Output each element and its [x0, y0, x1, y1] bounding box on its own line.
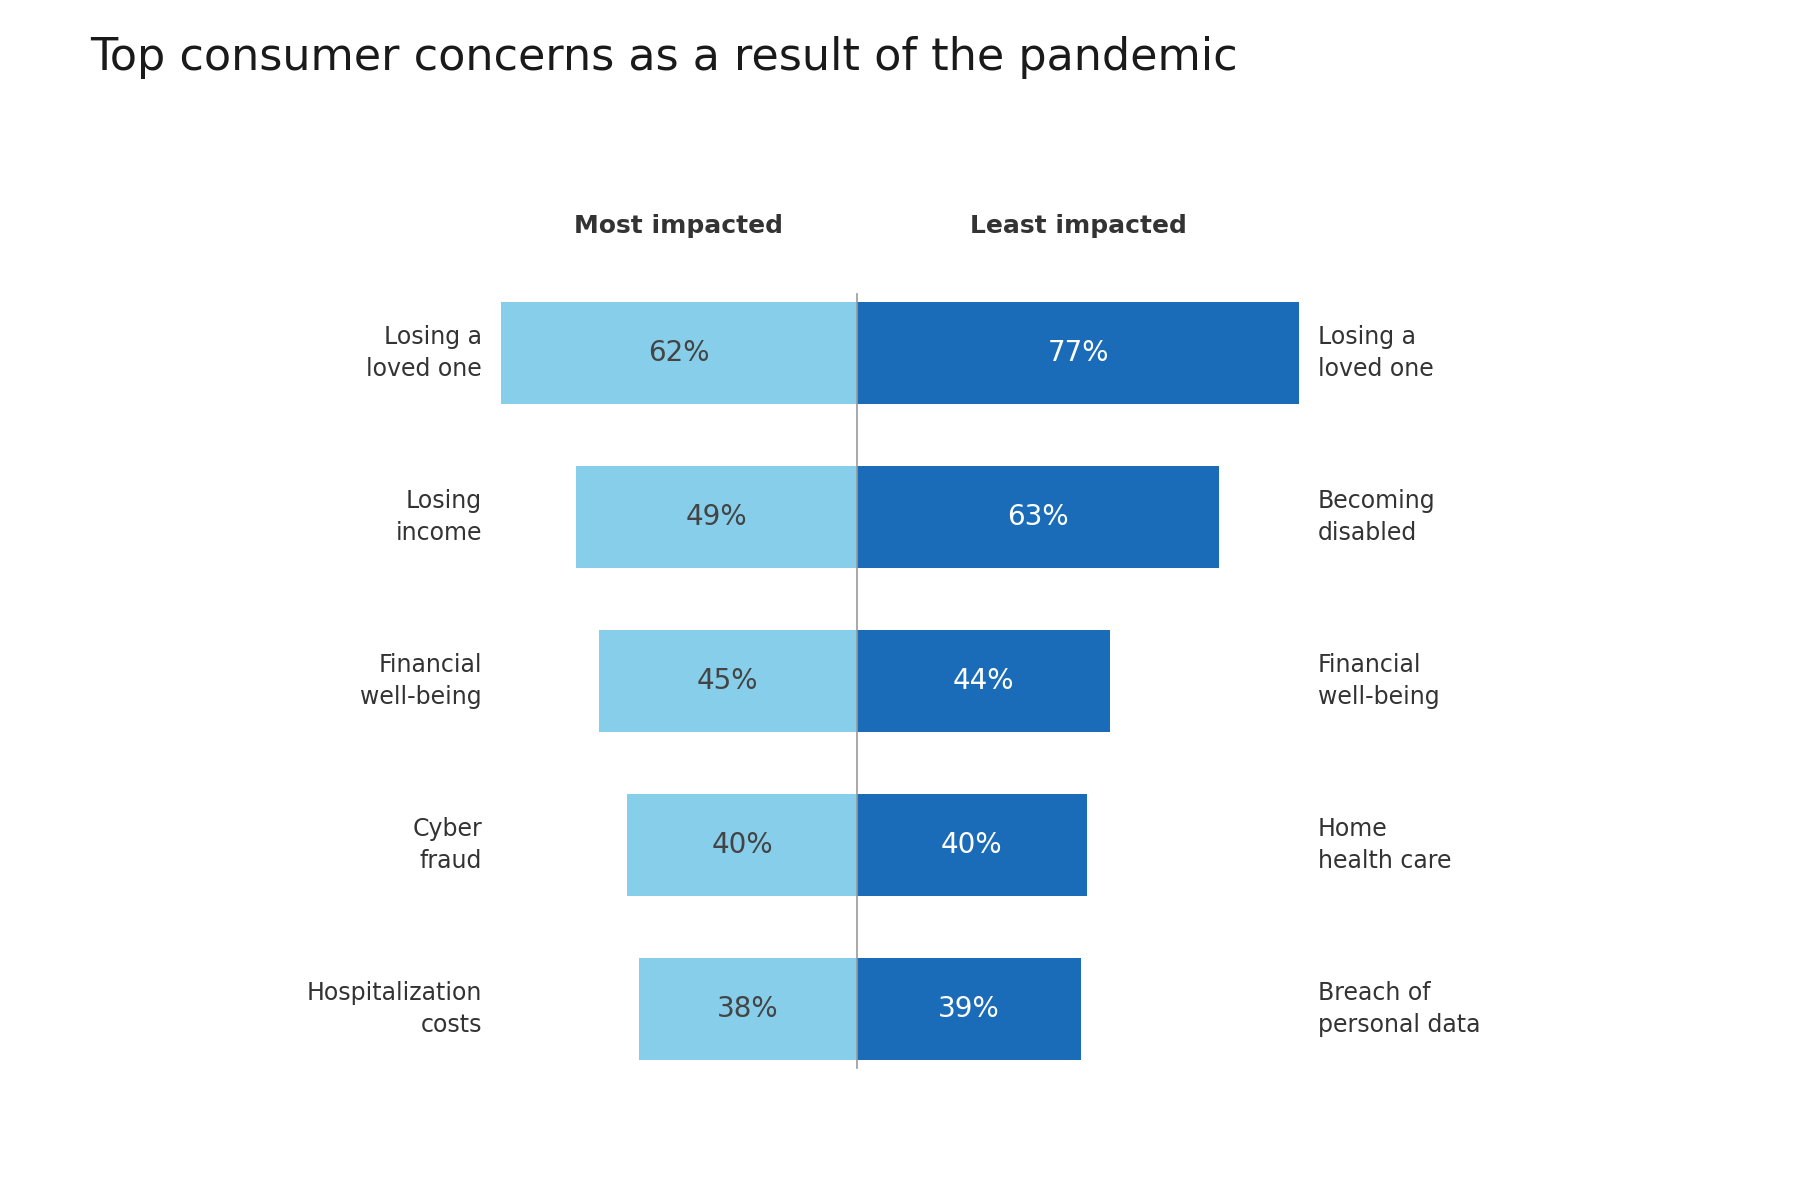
Text: 62%: 62%	[648, 338, 709, 367]
Text: Financial
well-being: Financial well-being	[360, 653, 482, 708]
Text: Becoming
disabled: Becoming disabled	[1318, 490, 1436, 545]
Bar	[857, 466, 1219, 568]
Bar	[857, 958, 1080, 1060]
Text: 49%: 49%	[686, 503, 747, 530]
Text: 77%: 77%	[1048, 338, 1109, 367]
Text: 63%: 63%	[1006, 503, 1069, 530]
Text: Top consumer concerns as a result of the pandemic: Top consumer concerns as a result of the…	[90, 36, 1238, 79]
Bar	[599, 630, 857, 732]
Bar	[857, 794, 1087, 895]
Text: 38%: 38%	[716, 995, 779, 1022]
Bar	[857, 302, 1300, 403]
Text: 39%: 39%	[938, 995, 999, 1022]
Bar	[576, 466, 857, 568]
Text: Cyber
fraud: Cyber fraud	[412, 817, 482, 872]
Text: Least impacted: Least impacted	[970, 214, 1186, 238]
Text: Losing a
loved one: Losing a loved one	[1318, 325, 1435, 380]
Text: Breach of
personal data: Breach of personal data	[1318, 980, 1481, 1037]
Text: Losing
income: Losing income	[396, 490, 482, 545]
Text: 40%: 40%	[941, 830, 1003, 859]
Bar	[639, 958, 857, 1060]
Text: Losing a
loved one: Losing a loved one	[365, 325, 482, 380]
Text: 45%: 45%	[697, 667, 758, 695]
Text: Hospitalization
costs: Hospitalization costs	[306, 980, 482, 1037]
Bar	[500, 302, 857, 403]
Text: 40%: 40%	[711, 830, 772, 859]
Text: Home
health care: Home health care	[1318, 817, 1451, 872]
Bar	[857, 630, 1109, 732]
Bar	[626, 794, 857, 895]
Text: Most impacted: Most impacted	[574, 214, 783, 238]
Text: Financial
well-being: Financial well-being	[1318, 653, 1440, 708]
Text: 44%: 44%	[952, 667, 1013, 695]
